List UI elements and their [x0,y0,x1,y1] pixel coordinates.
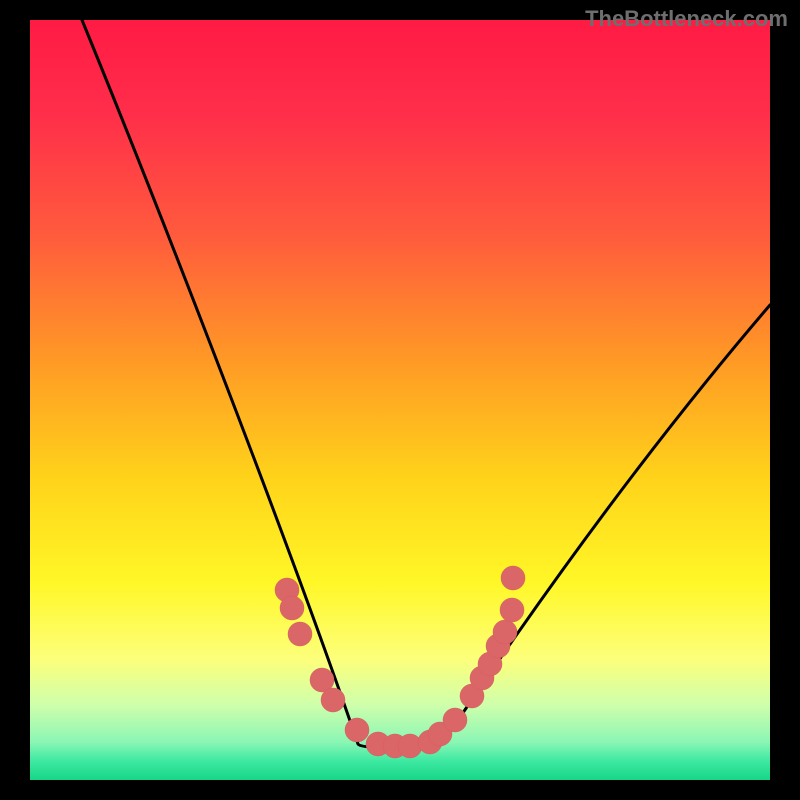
scatter-dot [288,622,312,646]
scatter-dot [501,566,525,590]
watermark-text: TheBottleneck.com [585,6,788,32]
scatter-dot [493,620,517,644]
gradient-background [30,20,770,780]
chart-container: TheBottleneck.com [0,0,800,800]
border-left [0,0,30,800]
scatter-dot [321,688,345,712]
scatter-dot [280,596,304,620]
scatter-dot [500,598,524,622]
scatter-dot [345,718,369,742]
scatter-dot [443,708,467,732]
border-bottom [0,780,800,800]
scatter-dot [398,734,422,758]
chart-svg [0,0,800,800]
border-right [770,0,800,800]
